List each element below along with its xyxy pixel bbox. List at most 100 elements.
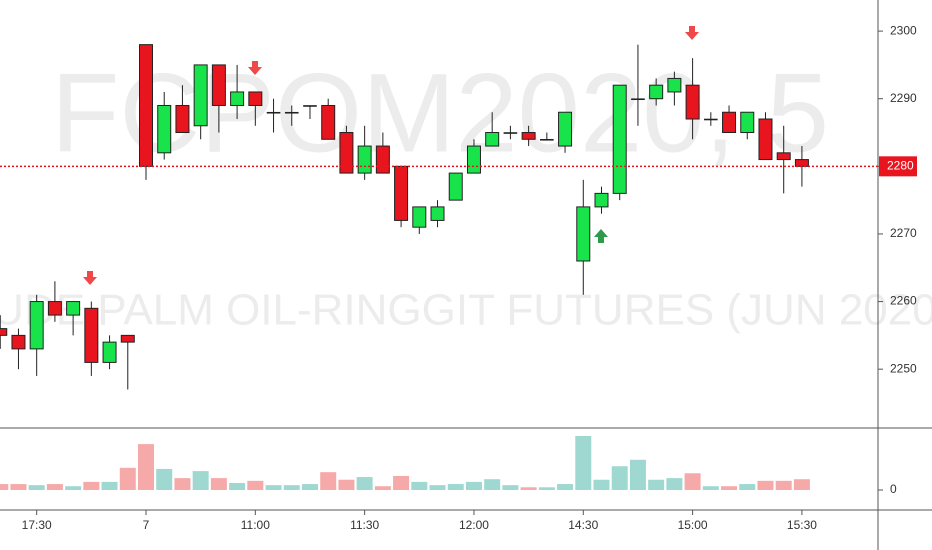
- candle-body: [193, 64, 208, 127]
- candle-body: [120, 334, 135, 343]
- volume-bar: [721, 486, 738, 490]
- candle-body: [776, 152, 791, 161]
- volume-bar: [10, 484, 27, 490]
- candle-body: [102, 341, 117, 363]
- volume-bar: [210, 478, 227, 490]
- x-tick-label: 11:00: [241, 518, 270, 532]
- volume-bar: [46, 484, 63, 490]
- y-tick-label: 2290: [890, 91, 917, 105]
- last-price-box: [879, 156, 917, 177]
- volume-bar: [465, 481, 482, 490]
- signals: [83, 26, 699, 285]
- volume-bar: [447, 484, 464, 490]
- candle-body: [357, 145, 372, 174]
- candle-body: [29, 301, 44, 350]
- volume-bar: [411, 481, 428, 490]
- volume-bar: [702, 486, 719, 490]
- x-tick-label: 7: [143, 518, 150, 532]
- volume-bar: [666, 478, 683, 490]
- volume-bar: [156, 468, 173, 490]
- candle-body: [594, 192, 609, 208]
- volume-bar: [119, 467, 136, 490]
- candle-body: [576, 206, 591, 262]
- volume-bar: [611, 466, 628, 490]
- y-tick-label: 2300: [890, 23, 917, 37]
- candle-body: [503, 132, 518, 134]
- candle-body: [740, 111, 755, 134]
- volume-bar: [247, 480, 264, 490]
- volume-bar: [138, 444, 154, 490]
- candle-body: [794, 159, 809, 167]
- volume-bar: [793, 479, 810, 490]
- sell-signal: [685, 26, 699, 40]
- candle-body: [11, 334, 26, 350]
- sell-signal: [248, 61, 262, 75]
- candle-body: [704, 118, 718, 121]
- candle-body: [339, 132, 354, 174]
- candle-body: [321, 104, 336, 140]
- y-tick-label: 2270: [890, 226, 917, 240]
- volume-bar: [356, 477, 373, 490]
- candle-body: [540, 138, 554, 141]
- volume-bar: [393, 475, 410, 490]
- volume-bar: [101, 481, 118, 490]
- candle-body: [612, 84, 627, 194]
- buy-signal: [594, 229, 608, 243]
- volume-bar: [320, 472, 337, 490]
- candle-body: [157, 104, 172, 154]
- x-tick-label: 15:30: [787, 518, 817, 532]
- volume-bar: [648, 479, 665, 490]
- volume-bar: [0, 484, 9, 490]
- candle-body: [0, 328, 8, 336]
- candle-body: [430, 206, 445, 221]
- volume-bar: [192, 471, 209, 490]
- candle-body: [284, 111, 299, 114]
- candle-body: [375, 145, 390, 174]
- volume-bar: [739, 484, 756, 490]
- sell-signal: [83, 271, 97, 285]
- volume-bar: [520, 487, 537, 490]
- volume-bar: [557, 484, 574, 490]
- last-price-label: 2280: [887, 159, 914, 173]
- candle-body: [448, 172, 463, 201]
- volume-bar: [28, 485, 45, 490]
- volume-bar: [575, 436, 592, 490]
- candle-body: [211, 64, 226, 106]
- candle-body: [248, 91, 263, 106]
- candle-body: [685, 84, 700, 120]
- candle-body: [485, 132, 500, 147]
- y-tick-label: 2250: [890, 361, 917, 375]
- volume-bar: [502, 485, 519, 490]
- candle-body: [47, 301, 62, 316]
- volume-bar: [283, 485, 300, 490]
- volume-bar: [629, 459, 646, 490]
- candle-body: [521, 132, 536, 140]
- candle-body: [230, 91, 245, 106]
- candle-body: [66, 301, 81, 316]
- volume-bar: [301, 484, 318, 490]
- volume-bar: [684, 473, 701, 490]
- candle-body: [394, 165, 409, 221]
- x-tick-label: 14:30: [568, 518, 598, 532]
- candle-body: [84, 307, 99, 363]
- x-tick-label: 11:30: [350, 518, 379, 532]
- volume-bar: [593, 479, 610, 490]
- candle-body: [558, 111, 573, 147]
- x-tick-label: 12:00: [459, 518, 489, 532]
- volume-bar: [538, 487, 555, 490]
- candle-body: [466, 145, 481, 174]
- candle-body: [722, 111, 737, 134]
- volume-bar: [338, 479, 355, 490]
- volume-bar: [374, 486, 391, 490]
- volume-bar: [174, 478, 191, 490]
- candle-body: [139, 44, 153, 167]
- volume-bar: [83, 481, 100, 490]
- volume-bar: [229, 482, 246, 490]
- candle-body: [412, 206, 427, 228]
- candle-body: [631, 98, 645, 101]
- volume-bar: [65, 486, 82, 490]
- candle-body: [667, 77, 682, 93]
- volume-tick-label: 0: [890, 482, 897, 496]
